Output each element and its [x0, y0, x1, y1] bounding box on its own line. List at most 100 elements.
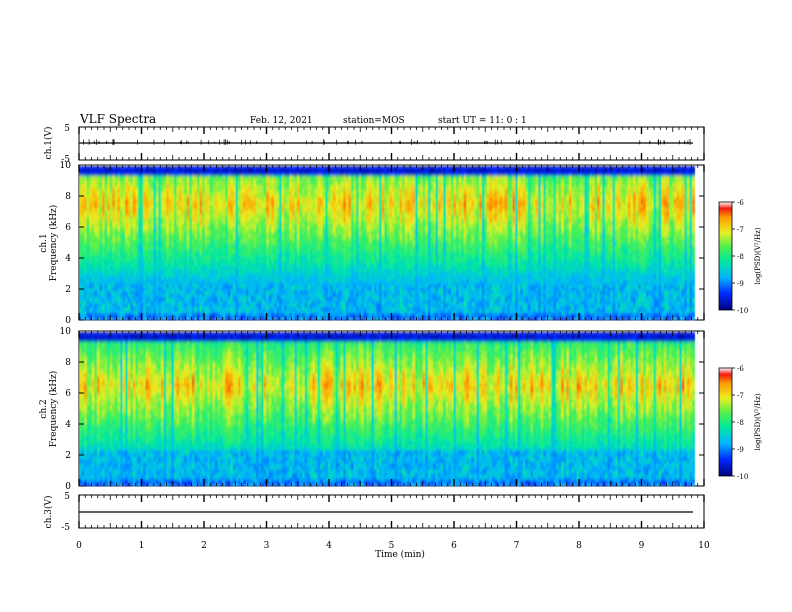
spectrogram-cell — [338, 287, 342, 292]
spectrogram-cell — [248, 194, 252, 199]
spectrogram-cell — [94, 300, 98, 305]
spectrogram-cell — [176, 271, 180, 276]
spectrogram-cell — [155, 233, 159, 237]
spectrogram-cell — [191, 316, 195, 321]
spectrogram-cell — [248, 271, 252, 276]
spectrogram-cell — [161, 220, 165, 225]
spectrogram-cell — [302, 191, 306, 196]
spectrogram-cell — [122, 204, 126, 209]
spectrogram-cell — [153, 182, 157, 186]
spectrogram-cell — [117, 172, 121, 177]
spectrogram-cell — [317, 271, 321, 276]
spectrogram-cell — [202, 300, 206, 305]
spectrogram-cell — [327, 262, 331, 266]
spectrogram-cell — [225, 201, 229, 205]
spectrogram-cell — [225, 220, 229, 225]
spectrogram-cell — [155, 194, 159, 199]
spectrogram-cell — [289, 281, 293, 286]
spectrogram-cell — [114, 178, 118, 183]
spectrogram-cell — [281, 291, 285, 295]
spectrogram-cell — [307, 217, 311, 221]
spectrogram-cell — [117, 300, 121, 305]
spectrogram-cell — [330, 303, 334, 308]
spectrogram-cell — [276, 236, 280, 241]
spectrogram-cell — [189, 255, 193, 260]
spectrogram-cell — [89, 255, 93, 260]
spectrogram-cell — [286, 281, 290, 286]
spectrogram-cell — [286, 259, 290, 263]
spectrogram-cell — [325, 313, 329, 318]
spectrogram-cell — [158, 255, 162, 260]
spectrogram-cell — [166, 281, 170, 286]
spectrogram-cell — [279, 172, 283, 177]
spectrogram-cell — [184, 236, 188, 241]
spectrogram-cell — [248, 265, 252, 270]
spectrogram-cell — [335, 217, 339, 221]
spectrogram-cell — [196, 287, 200, 292]
spectrogram-cell — [158, 169, 162, 173]
spectrogram-cell — [89, 182, 93, 186]
spectrogram-cell — [212, 236, 216, 241]
spectrogram-cell — [171, 243, 175, 247]
spectrogram-cell — [209, 201, 213, 205]
spectrogram-cell — [194, 239, 198, 244]
spectrogram-cell — [127, 169, 131, 173]
spectrogram-cell — [143, 223, 147, 228]
spectrogram-cell — [338, 239, 342, 244]
spectrogram-cell — [335, 265, 339, 270]
spectrogram-cell — [320, 284, 324, 289]
spectrogram-cell — [196, 223, 200, 228]
spectrogram-cell — [84, 268, 88, 273]
spectrogram-cell — [102, 182, 106, 186]
spectrogram-cell — [179, 249, 183, 254]
spectrogram-cell — [145, 233, 149, 237]
spectrogram-cell — [112, 249, 116, 254]
spectrogram-cell — [255, 207, 259, 212]
spectrogram-cell — [322, 265, 326, 270]
spectrogram-cell — [120, 262, 124, 266]
spectrogram-cell — [199, 204, 203, 209]
spectrogram-cell — [81, 198, 85, 202]
spectrogram-cell — [181, 303, 185, 308]
spectrogram-cell — [89, 210, 93, 215]
spectrogram-cell — [281, 246, 285, 250]
spectrogram-cell — [181, 255, 185, 260]
spectrogram-cell — [173, 223, 177, 228]
spectrogram-cell — [307, 259, 311, 263]
spectrogram-cell — [245, 300, 249, 305]
spectrogram-cell — [338, 204, 342, 209]
spectrogram-cell — [309, 271, 313, 276]
spectrogram-cell — [253, 287, 257, 292]
spectrogram-cell — [202, 217, 206, 221]
spectrogram-cell — [153, 246, 157, 250]
spectrogram-cell — [335, 303, 339, 308]
spectrogram-cell — [130, 303, 134, 308]
spectrogram-cell — [96, 271, 100, 276]
spectrogram-cell — [327, 236, 331, 241]
spectrogram-cell — [120, 230, 124, 234]
spectrogram-cell — [217, 166, 221, 170]
spectrogram-cell — [109, 300, 113, 305]
spectrogram-cell — [209, 271, 213, 276]
spectrogram-cell — [153, 178, 157, 183]
spectrogram-cell — [181, 284, 185, 289]
spectrogram-cell — [209, 207, 213, 212]
spectrogram-cell — [294, 294, 298, 298]
spectrogram-cell — [320, 172, 324, 177]
spectrogram-cell — [322, 217, 326, 221]
spectrogram-cell — [125, 188, 129, 193]
spectrogram-cell — [145, 291, 149, 295]
spectrogram-cell — [276, 230, 280, 234]
spectrogram-cell — [335, 178, 339, 183]
spectrogram-cell — [84, 255, 88, 260]
spectrogram-cell — [227, 172, 231, 177]
spectrogram-cell — [253, 188, 257, 193]
spectrogram-cell — [207, 252, 211, 257]
spectrogram-cell — [225, 223, 229, 228]
spectrogram-cell — [327, 307, 331, 311]
spectrogram-cell — [320, 188, 324, 193]
spectrogram-cell — [107, 255, 111, 260]
spectrogram-cell — [250, 166, 254, 170]
spectrogram-cell — [325, 259, 329, 263]
spectrogram-cell — [148, 217, 152, 221]
